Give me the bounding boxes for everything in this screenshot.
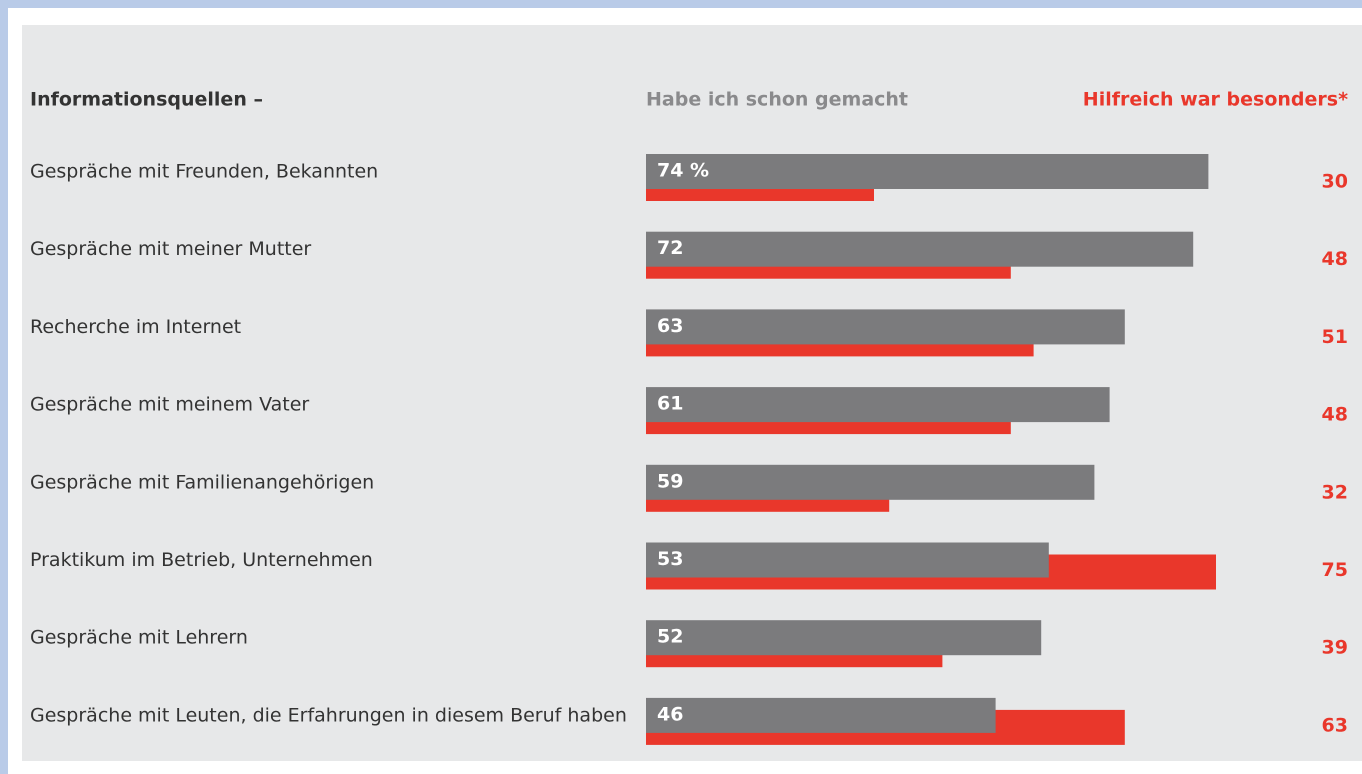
data-label: 48 xyxy=(1322,248,1348,270)
category-label: Gespräche mit Lehrern xyxy=(30,627,248,649)
data-label: 53 xyxy=(657,548,683,570)
bar xyxy=(646,697,996,733)
data-label: 51 xyxy=(1322,326,1348,348)
series-header: Habe ich schon gemacht xyxy=(646,89,908,111)
category-label: Gespräche mit Familienangehörigen xyxy=(30,471,374,493)
category-label: Gespräche mit Freunden, Bekannten xyxy=(30,161,378,183)
bar xyxy=(646,231,1194,267)
data-label: 75 xyxy=(1322,559,1348,581)
data-label: 48 xyxy=(1322,404,1348,426)
category-label: Recherche im Internet xyxy=(30,316,241,338)
bar xyxy=(646,542,1049,578)
category-label: Praktikum im Betrieb, Unternehmen xyxy=(30,549,373,571)
bar xyxy=(646,387,1110,423)
data-label: 61 xyxy=(657,393,683,415)
chart-title: Informationsquellen – xyxy=(30,89,263,111)
series-header: Hilfreich war besonders* xyxy=(1083,89,1348,111)
bar xyxy=(646,154,1209,189)
data-label: 52 xyxy=(657,626,683,648)
data-label: 46 xyxy=(657,703,683,725)
bar xyxy=(646,464,1095,500)
bar xyxy=(646,309,1125,345)
data-label: 72 xyxy=(657,237,683,259)
data-label: 30 xyxy=(1322,171,1348,193)
data-label: 63 xyxy=(657,315,683,337)
data-label: 32 xyxy=(1322,481,1348,503)
data-label: 39 xyxy=(1322,637,1348,659)
data-label: 63 xyxy=(1322,714,1348,736)
bar xyxy=(646,620,1042,656)
category-label: Gespräche mit Leuten, die Erfahrungen in… xyxy=(30,704,627,726)
data-label: 59 xyxy=(657,470,683,492)
category-label: Gespräche mit meinem Vater xyxy=(30,394,309,416)
category-label: Gespräche mit meiner Mutter xyxy=(30,238,311,260)
data-label: 74 % xyxy=(657,160,709,182)
